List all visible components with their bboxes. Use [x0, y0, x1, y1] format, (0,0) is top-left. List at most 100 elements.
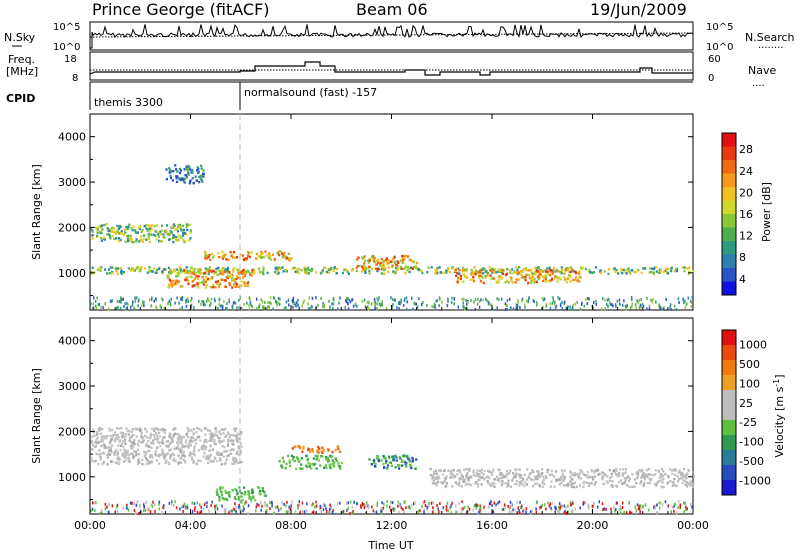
- echo-cell: [138, 240, 141, 243]
- echo-cell: [686, 267, 689, 270]
- echo-cell: [546, 267, 549, 270]
- echo-cell: [617, 272, 620, 275]
- echo-cell: [628, 501, 630, 504]
- echo-cell: [408, 505, 410, 509]
- echo-cell: [316, 449, 319, 452]
- echo-cell: [395, 266, 398, 270]
- echo-cell: [252, 495, 255, 498]
- echo-cell: [401, 258, 405, 262]
- echo-cell: [374, 306, 376, 310]
- echo-cell: [601, 502, 604, 506]
- echo-cell: [270, 500, 273, 504]
- echo-cell: [226, 269, 229, 272]
- echo-cell: [156, 271, 159, 274]
- echo-cell: [404, 463, 407, 466]
- echo-cell: [196, 436, 199, 439]
- echo-cell: [100, 226, 103, 229]
- echo-cell: [261, 255, 264, 259]
- echo-cell: [690, 299, 692, 303]
- echo-cell: [460, 477, 463, 481]
- echo-cell: [152, 267, 155, 270]
- colorbar-tick-label: 28: [739, 143, 753, 156]
- echo-cell: [317, 459, 320, 462]
- echo-cell: [170, 439, 173, 443]
- echo-cell: [119, 448, 122, 452]
- echo-cell: [415, 458, 418, 461]
- echo-cell: [135, 454, 138, 457]
- echo-cell: [175, 506, 178, 510]
- echo-cell: [458, 481, 461, 485]
- echo-cell: [205, 268, 208, 271]
- echo-cell: [572, 303, 574, 307]
- echo-cell: [381, 501, 383, 505]
- echo-cell: [191, 458, 194, 461]
- echo-cell: [501, 297, 503, 301]
- echo-cell: [650, 298, 652, 302]
- echo-cell: [205, 455, 208, 458]
- echo-cell: [347, 506, 349, 510]
- echo-cell: [456, 482, 459, 486]
- echo-cell: [402, 267, 406, 271]
- echo-cell: [306, 502, 308, 506]
- colorbar-segment: [722, 281, 736, 296]
- echo-cell: [241, 500, 243, 504]
- echo-cell: [544, 277, 547, 281]
- echo-cell: [199, 459, 202, 463]
- echo-cell: [228, 495, 231, 498]
- echo-cell: [287, 298, 290, 302]
- echo-cell: [331, 302, 333, 306]
- echo-cell: [98, 303, 100, 307]
- echo-cell: [201, 275, 204, 279]
- echo-cell: [633, 478, 636, 481]
- echo-cell: [182, 505, 185, 508]
- echo-cell: [559, 507, 561, 511]
- echo-cell: [312, 457, 315, 460]
- echo-cell: [484, 274, 487, 278]
- echo-cell: [555, 275, 558, 279]
- echo-cell: [162, 428, 165, 431]
- echo-cell: [185, 304, 188, 308]
- echo-cell: [100, 452, 103, 456]
- echo-cell: [463, 305, 465, 309]
- echo-cell: [480, 274, 483, 278]
- echo-cell: [432, 501, 435, 505]
- echo-cell: [252, 270, 255, 274]
- echo-cell: [441, 473, 444, 476]
- echo-cell: [415, 265, 418, 268]
- echo-cell: [392, 257, 395, 260]
- echo-cell: [402, 303, 405, 307]
- freq-label-line1: Freq.: [8, 53, 35, 66]
- echo-cell: [492, 271, 496, 274]
- echo-cell: [580, 266, 583, 270]
- echo-cell: [405, 296, 408, 300]
- echo-cell: [169, 280, 172, 283]
- echo-cell: [519, 511, 521, 515]
- echo-cell: [192, 461, 195, 464]
- echo-cell: [225, 455, 229, 458]
- echo-cell: [90, 435, 93, 438]
- echo-cell: [401, 459, 404, 462]
- echo-cell: [613, 509, 616, 513]
- echo-cell: [460, 485, 463, 488]
- echo-cell: [490, 471, 493, 474]
- echo-cell: [507, 479, 510, 482]
- echo-cell: [332, 269, 335, 273]
- echo-cell: [115, 448, 118, 452]
- echo-cell: [201, 299, 203, 303]
- echo-cell: [480, 298, 482, 302]
- echo-cell: [209, 453, 212, 457]
- echo-cell: [671, 469, 674, 472]
- echo-cell: [155, 427, 158, 430]
- echo-cell: [468, 476, 472, 479]
- echo-cell: [498, 480, 501, 483]
- echo-cell: [490, 500, 492, 504]
- echo-cell: [90, 441, 93, 444]
- echo-cell: [285, 510, 288, 514]
- colorbar-segment: [722, 254, 736, 269]
- echo-cell: [544, 280, 547, 283]
- echo-cell: [272, 307, 274, 311]
- echo-cell: [157, 233, 160, 236]
- echo-cell: [195, 179, 199, 182]
- echo-cell: [674, 268, 678, 271]
- echo-cell: [573, 481, 576, 485]
